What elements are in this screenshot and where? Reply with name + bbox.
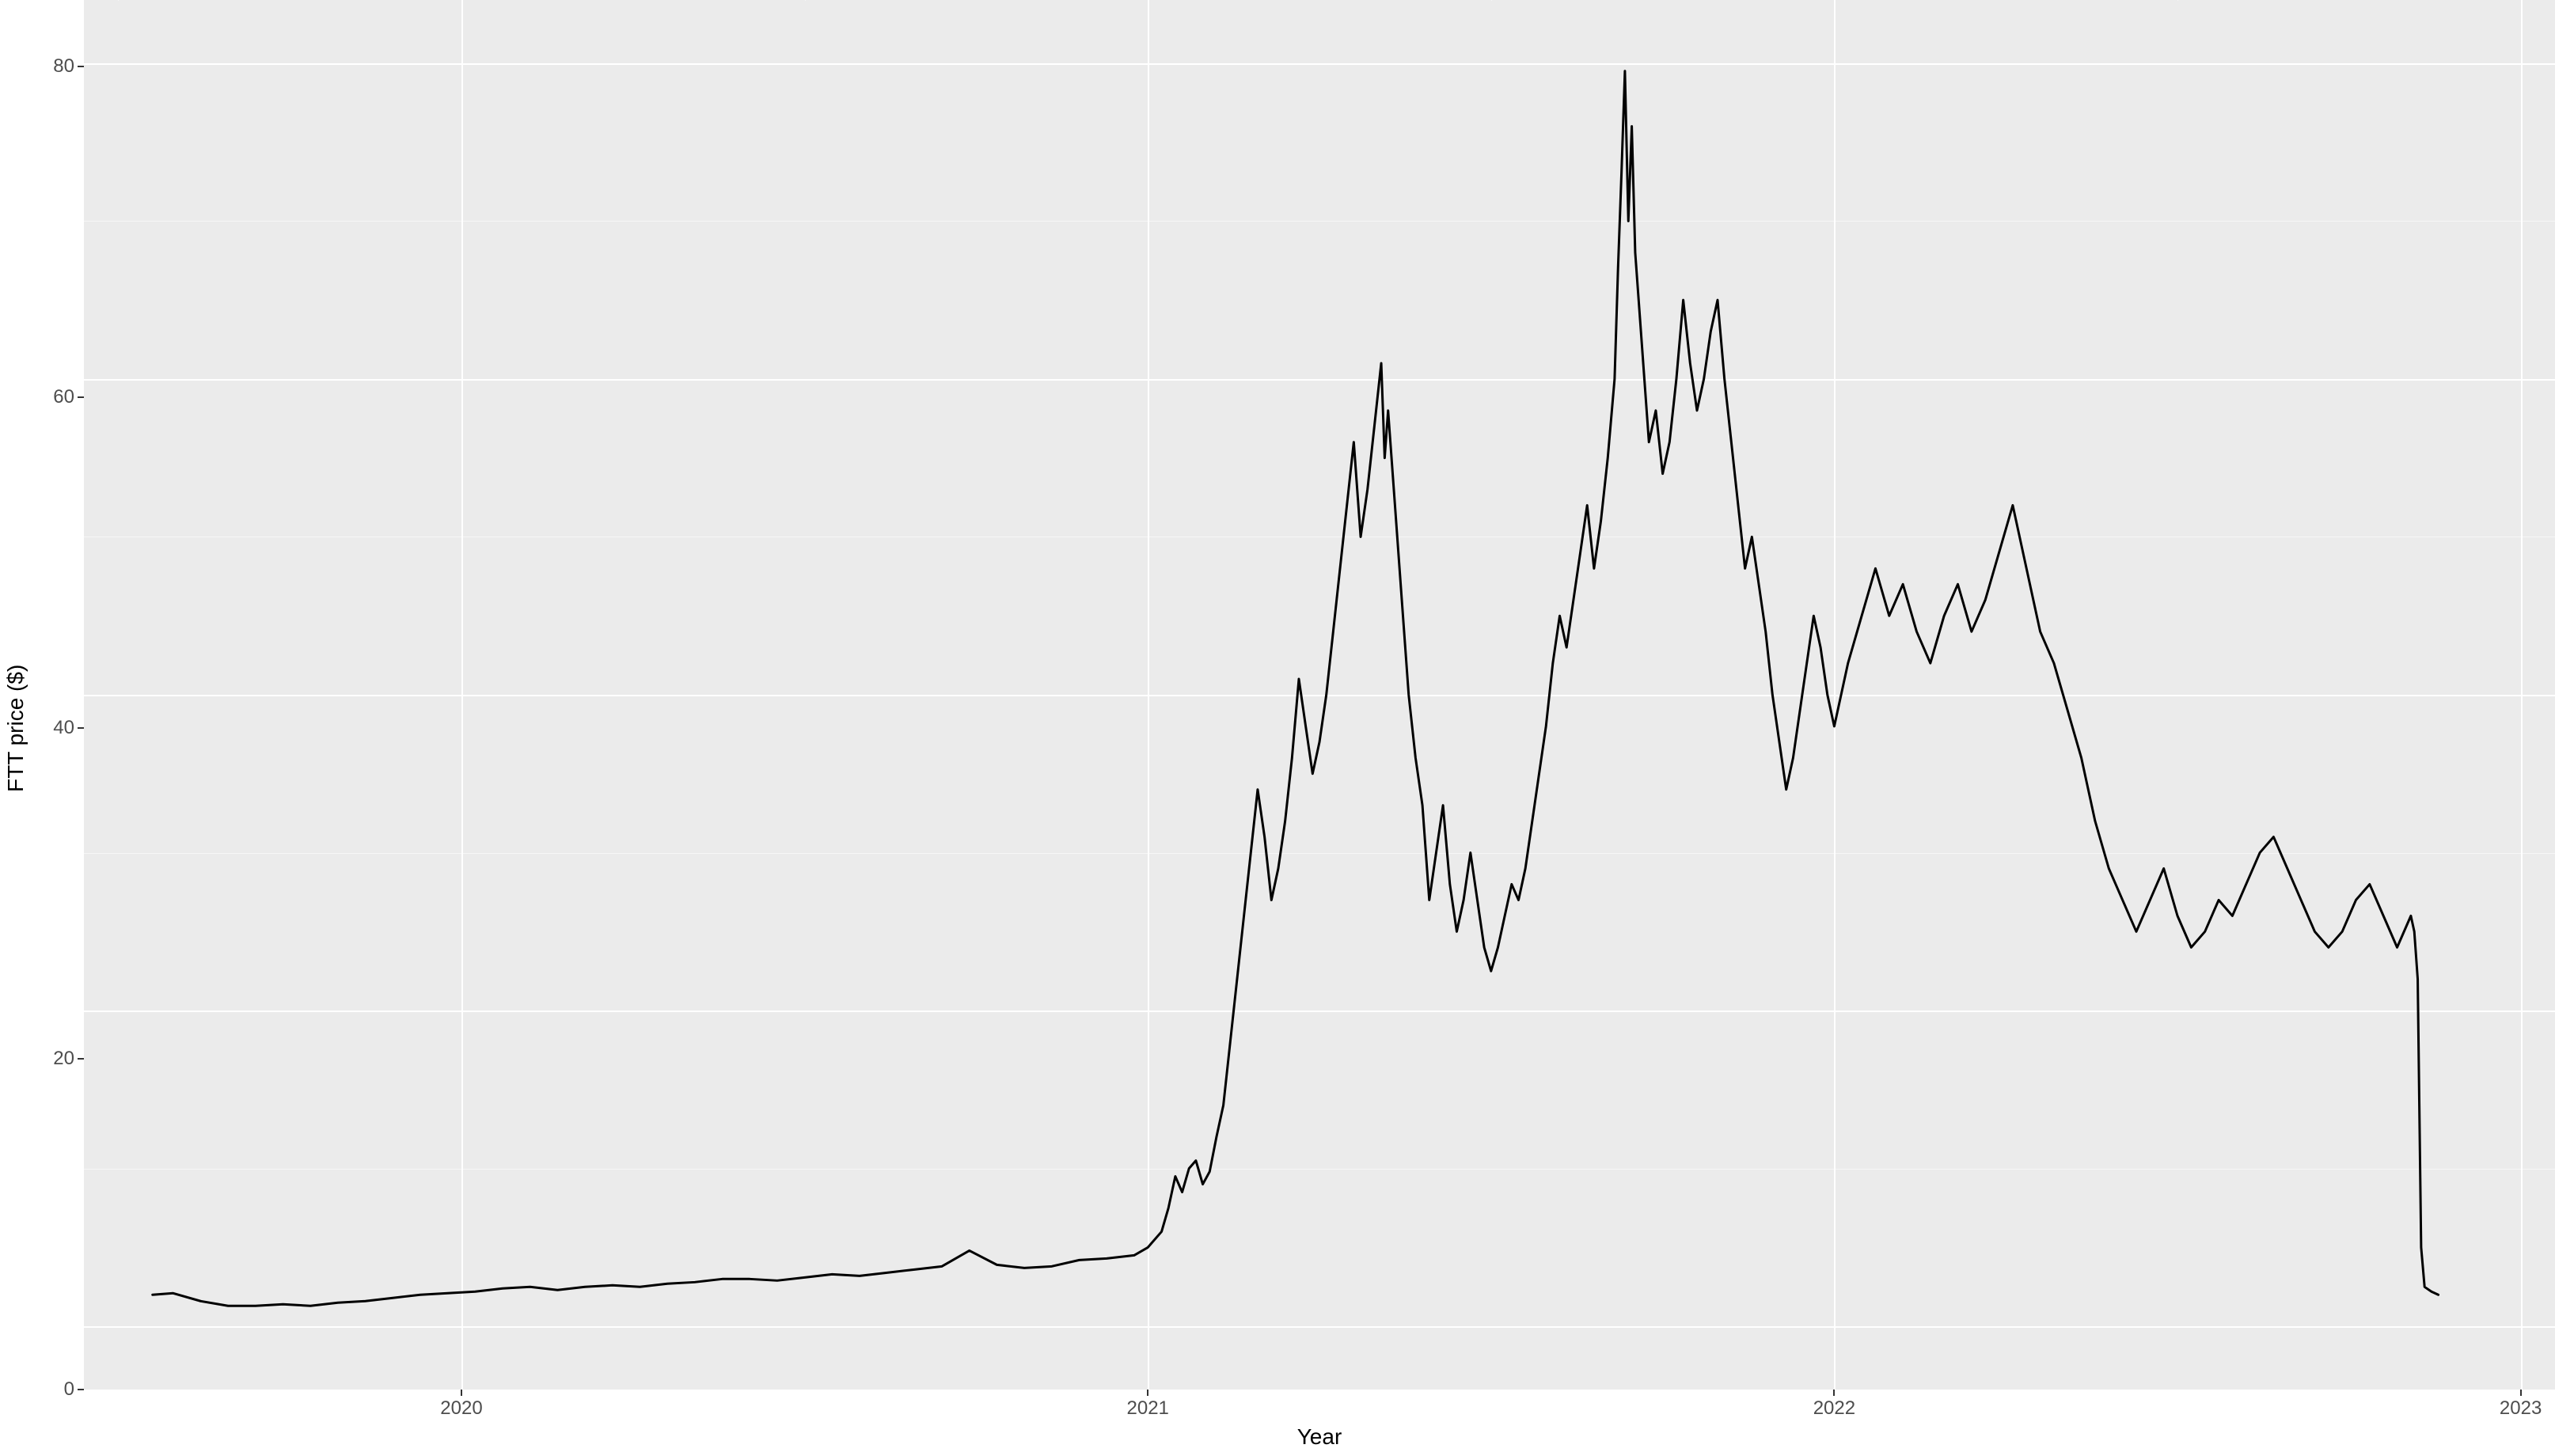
y-tick-mark xyxy=(78,727,84,729)
x-tick-label: 2020 xyxy=(440,1397,482,1420)
plot-area xyxy=(84,0,2555,1390)
plot-column: 2020 2021 2022 2023 Year xyxy=(84,0,2555,1456)
x-tick-label: 2021 xyxy=(1126,1397,1168,1420)
y-tick-label: 20 xyxy=(53,1048,74,1070)
y-tick-mark xyxy=(78,396,84,398)
chart-body: FTT price ($) 0 20 40 60 80 2020 2021 2022 2023… xyxy=(0,0,2555,1456)
y-tick-label: 0 xyxy=(64,1378,74,1401)
x-axis: 2020 2021 2022 2023 xyxy=(84,1390,2555,1423)
y-tick-mark xyxy=(78,66,84,67)
y-axis-title: FTT price ($) xyxy=(0,0,35,1456)
y-tick-mark xyxy=(78,1058,84,1060)
y-tick-label: 80 xyxy=(53,55,74,78)
x-tick-mark xyxy=(1147,1390,1148,1396)
line-layer xyxy=(84,0,2555,1390)
x-tick-mark xyxy=(461,1390,462,1396)
y-tick-label: 60 xyxy=(53,386,74,408)
x-axis-title: Year xyxy=(84,1423,2555,1456)
x-tick-mark xyxy=(1833,1390,1835,1396)
y-axis: 0 20 40 60 80 xyxy=(35,0,84,1456)
chart-container: FTT price ($) 0 20 40 60 80 2020 2021 2022 2023… xyxy=(0,0,2555,1456)
x-tick-mark xyxy=(2520,1390,2522,1396)
x-tick-label: 2022 xyxy=(1813,1397,1855,1420)
y-tick-mark xyxy=(78,1389,84,1390)
y-tick-label: 40 xyxy=(53,717,74,739)
x-tick-label: 2023 xyxy=(2500,1397,2542,1420)
price-series-line xyxy=(153,71,2439,1306)
